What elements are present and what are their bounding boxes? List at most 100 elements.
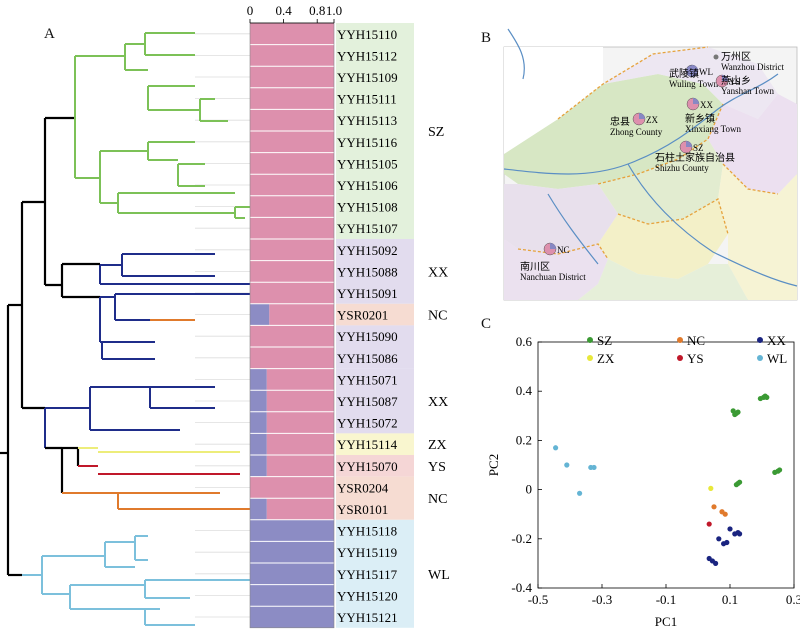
group-background — [336, 476, 414, 520]
group-background — [336, 433, 414, 455]
sample-label: YSR0101 — [337, 502, 388, 517]
site-code: SZ — [693, 143, 704, 153]
y-tick-label: 0 — [526, 482, 533, 497]
legend-marker — [677, 337, 683, 343]
structure-bar-pink — [250, 260, 334, 283]
structure-tick-label: 0.4 — [275, 3, 292, 18]
structure-bar-pink — [250, 476, 334, 499]
pca-point — [777, 467, 783, 473]
legend-label: NC — [687, 333, 705, 348]
structure-bar-purple — [250, 498, 267, 520]
legend-marker — [677, 355, 683, 361]
structure-bar-pink — [250, 152, 334, 175]
site-pie-slice — [550, 243, 556, 249]
sample-label: YYH15111 — [337, 92, 397, 107]
sample-labels: YYH15110 YYH15112 YYH15109 YYH15111 YYH15113… — [337, 27, 398, 625]
sample-label: YYH15116 — [337, 135, 398, 150]
legend-label: XX — [767, 333, 786, 348]
group-background — [336, 239, 414, 304]
x-tick-label: 0.1 — [722, 592, 738, 607]
pca-scatter-plot: -0.5 -0.3 -0.1 0.1 0.3 -0.4 -0.2 0 0.2 0.4 0.6 PC1 P… — [486, 333, 800, 629]
group-background — [336, 23, 414, 239]
x-tick-label: -0.5 — [528, 592, 549, 607]
sample-label: YYH15092 — [337, 243, 398, 258]
group-label: XX — [428, 395, 448, 410]
group-label: SZ — [428, 125, 444, 140]
y-axis-label: PC2 — [486, 454, 501, 476]
structure-bar-pink — [250, 174, 334, 196]
site-name-en: Zhong County — [610, 127, 663, 137]
structure-bar-pink — [250, 131, 334, 153]
panel-b: B WL 武陵镇 Wuling Town 万州区 Wanz — [478, 24, 800, 304]
sample-label: YYH15117 — [337, 567, 398, 582]
structure-bar-purple — [250, 541, 334, 563]
structure-bar-pink — [266, 455, 334, 477]
site-name-cn: 万州区 — [721, 51, 751, 63]
pca-point — [713, 560, 719, 566]
structure-bar-pink — [250, 87, 334, 110]
legend-label: WL — [767, 351, 787, 366]
site-name-en: Wanzhou District — [721, 62, 785, 72]
map-regions — [504, 47, 797, 300]
structure-bar-purple — [250, 584, 334, 607]
legend-label: YS — [687, 351, 704, 366]
site-name-cn: 忠县 — [610, 116, 630, 128]
structure-bar-purple — [250, 411, 267, 434]
panel-a: A 0 0.4 0.8 1.0 YYH15110 YYH15112 YYH15109 YYH… — [0, 3, 450, 629]
sample-label: YYH15113 — [337, 113, 397, 128]
pca-point — [706, 521, 712, 527]
sample-label: YYH15108 — [337, 200, 398, 215]
group-background — [336, 325, 414, 369]
sample-label: YYH15107 — [337, 221, 398, 236]
structure-bar-pink — [266, 368, 334, 391]
sample-label: YSR0201 — [337, 308, 388, 323]
structure-bar-pink — [250, 66, 334, 88]
sample-label: YYH15072 — [337, 416, 398, 431]
pca-frame — [537, 341, 795, 589]
structure-bar-pink — [250, 282, 334, 304]
structure-bar-pink — [250, 23, 334, 45]
sample-label: YYH15070 — [337, 459, 398, 474]
pca-point — [737, 479, 743, 485]
group-background — [336, 519, 414, 628]
structure-bar-purple — [250, 433, 267, 455]
structure-axis: 0 0.4 0.8 1.0 — [247, 3, 342, 629]
pca-axes: -0.5 -0.3 -0.1 0.1 0.3 -0.4 -0.2 0 0.2 0.4 0.6 PC1 P… — [486, 334, 800, 629]
site-name-cn: 新乡镇 — [685, 112, 715, 125]
structure-bar-purple — [250, 563, 334, 585]
pca-point — [564, 462, 570, 468]
site-name-en: Shizhu County — [655, 163, 709, 173]
sample-label: YYH15090 — [337, 329, 398, 344]
site-code: WL — [699, 67, 713, 77]
pca-point — [716, 536, 722, 542]
site-pie-slice — [722, 75, 728, 81]
structure-bar-pink — [250, 44, 334, 67]
group-label: WL — [428, 568, 450, 583]
pca-legend: SZ ZX NC YS XX WL — [587, 333, 787, 366]
site-code: NC — [557, 245, 570, 255]
structure-bar-purple — [250, 606, 334, 628]
pca-point — [577, 490, 583, 496]
structure-bar-purple — [250, 455, 267, 477]
structure-tick-label: 0 — [247, 3, 254, 18]
structure-bars — [250, 23, 334, 628]
site-name-en: Nanchuan District — [520, 272, 586, 282]
y-tick-label: 0.2 — [516, 432, 532, 447]
sample-label: YYH15118 — [337, 524, 397, 539]
sample-label: YYH15071 — [337, 372, 398, 387]
sample-label: YYH15120 — [337, 588, 398, 603]
site-pie-slice — [639, 113, 645, 119]
structure-bar-purple — [250, 303, 270, 326]
sample-label: YYH15114 — [337, 437, 398, 452]
structure-bar-pink — [266, 433, 334, 455]
group-labels: SZ XX NC XX ZX YS NC WL — [428, 125, 450, 583]
group-label: XX — [428, 265, 448, 280]
map-borders — [517, 46, 779, 260]
legend-marker — [587, 337, 593, 343]
panel-b-label: B — [481, 30, 492, 46]
site-code: YS — [729, 77, 741, 87]
legend-marker — [587, 355, 593, 361]
panel-a-label: A — [44, 26, 55, 42]
